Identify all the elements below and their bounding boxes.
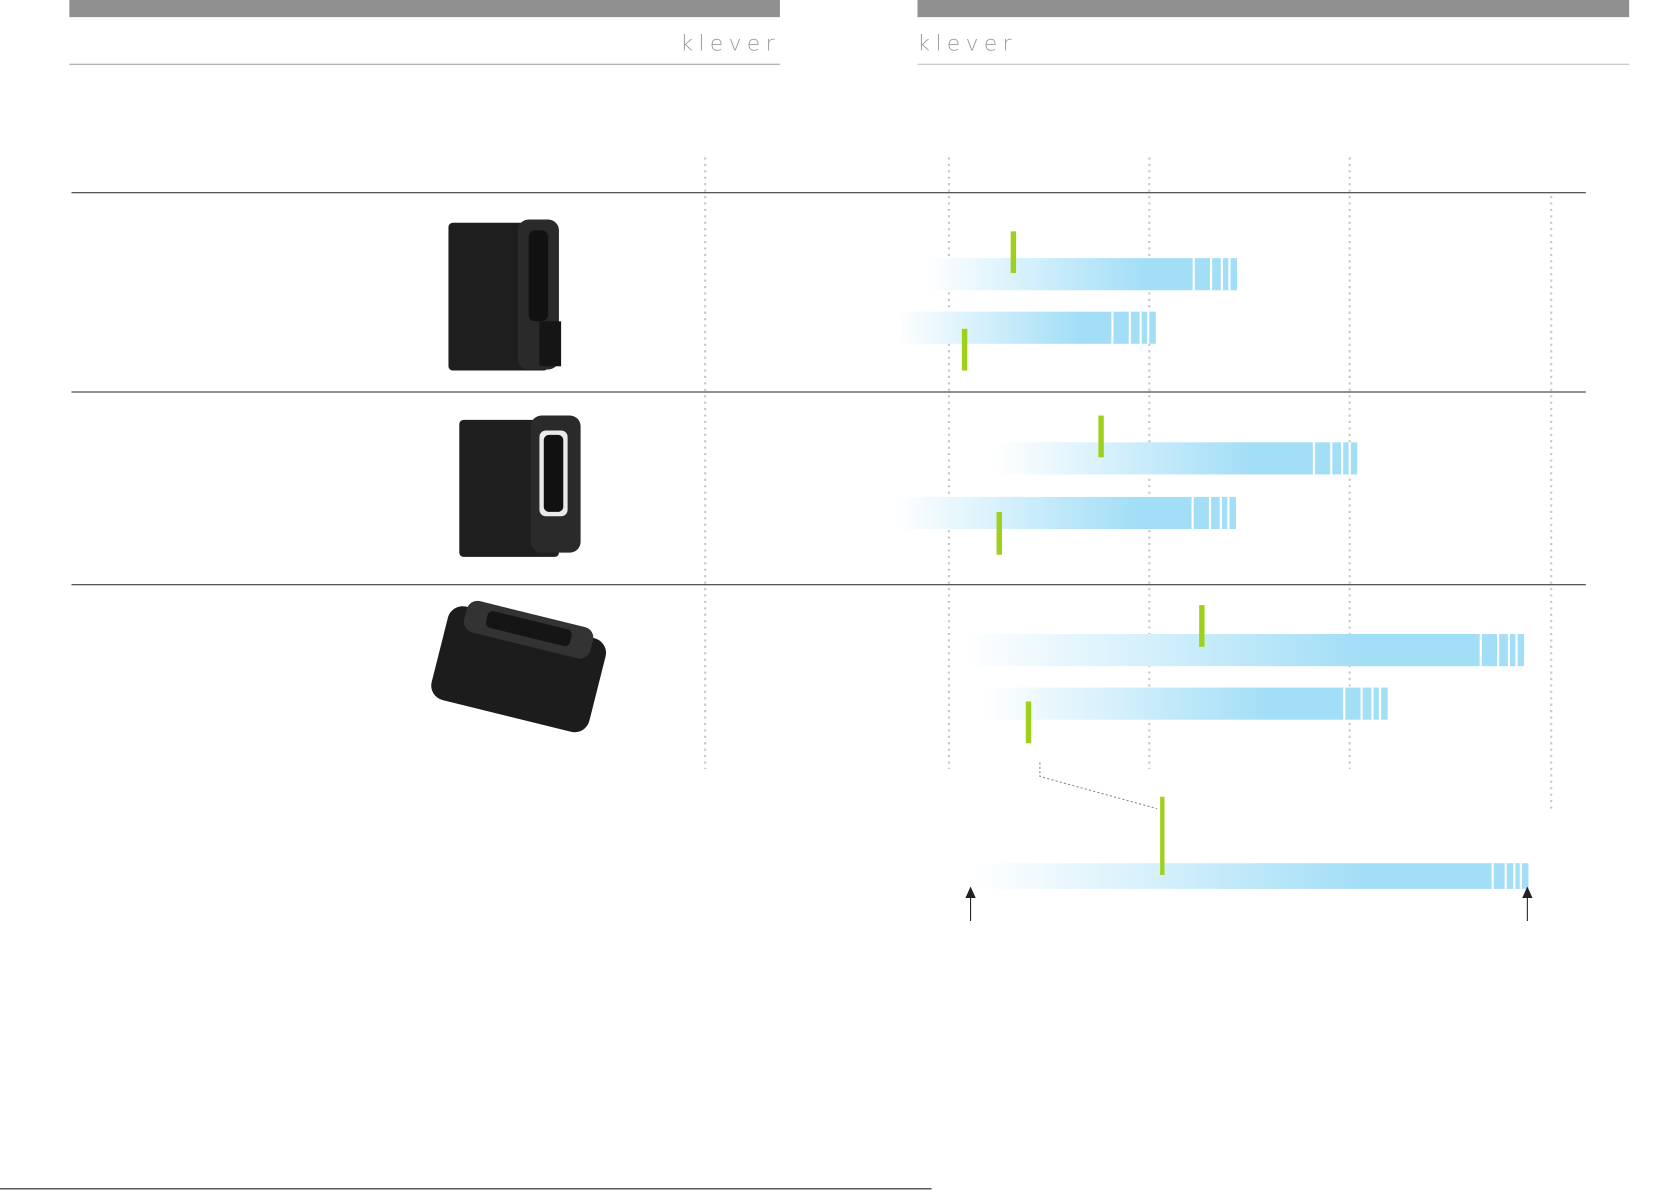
logo: klever — [917, 31, 1016, 56]
arrows — [965, 886, 1533, 922]
product-image — [431, 600, 607, 733]
logo: klever — [681, 31, 780, 56]
connector — [1039, 762, 1158, 810]
product-image — [448, 219, 562, 371]
product-image — [459, 415, 581, 557]
header-band — [917, 0, 1630, 18]
guides — [704, 157, 1553, 809]
range-bars — [894, 258, 1529, 889]
header-band — [69, 0, 780, 18]
markers — [961, 231, 1205, 875]
